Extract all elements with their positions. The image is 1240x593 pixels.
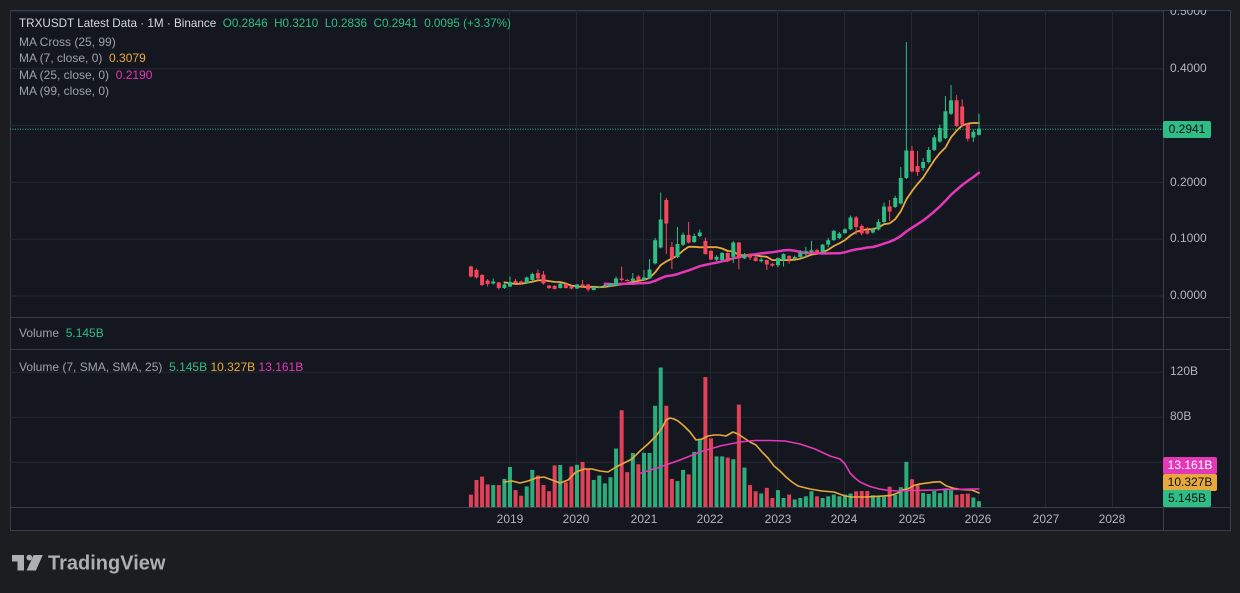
svg-text:TradingView: TradingView	[48, 553, 166, 575]
